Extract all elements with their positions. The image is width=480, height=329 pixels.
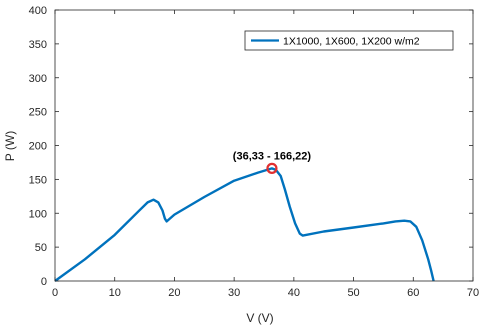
y-axis-label: P (W): [3, 131, 17, 161]
x-tick-label: 50: [347, 287, 359, 299]
plot-area: [55, 10, 473, 281]
mpp-marker: [266, 162, 278, 174]
x-tick-label: 0: [52, 287, 58, 299]
y-tick-label: 350: [29, 39, 47, 51]
series-layer: [54, 167, 435, 282]
y-tick-label: 200: [29, 141, 47, 153]
y-tick-label: 50: [35, 242, 47, 254]
mpp-annotation: (36,33 - 166,22): [233, 150, 312, 162]
legend-entry: 1X1000, 1X600, 1X200 w/m2: [283, 36, 420, 48]
x-tick-label: 60: [407, 287, 419, 299]
annotation-layer: (36,33 - 166,22): [233, 150, 312, 174]
plot-background: [55, 10, 473, 281]
legend: 1X1000, 1X600, 1X200 w/m2: [244, 30, 454, 51]
ticks-layer: 0 10 20 30 40 50 60 70 0 50 100 150 200 250 300 350 400: [29, 5, 479, 299]
x-tick-label: 20: [168, 287, 180, 299]
x-axis-label: V (V): [246, 311, 273, 325]
y-tick-label: 100: [29, 208, 47, 220]
legend-box: [244, 30, 454, 51]
x-tick-label: 30: [228, 287, 240, 299]
x-tick-label: 70: [467, 287, 479, 299]
y-tick-label: 150: [29, 174, 47, 186]
series-line-0: [54, 167, 435, 282]
y-tick-label: 300: [29, 73, 47, 85]
y-tick-label: 400: [29, 5, 47, 17]
y-tick-label: 250: [29, 107, 47, 119]
x-tick-label: 40: [288, 287, 300, 299]
x-tick-label: 10: [109, 287, 121, 299]
y-tick-label: 0: [41, 276, 47, 288]
